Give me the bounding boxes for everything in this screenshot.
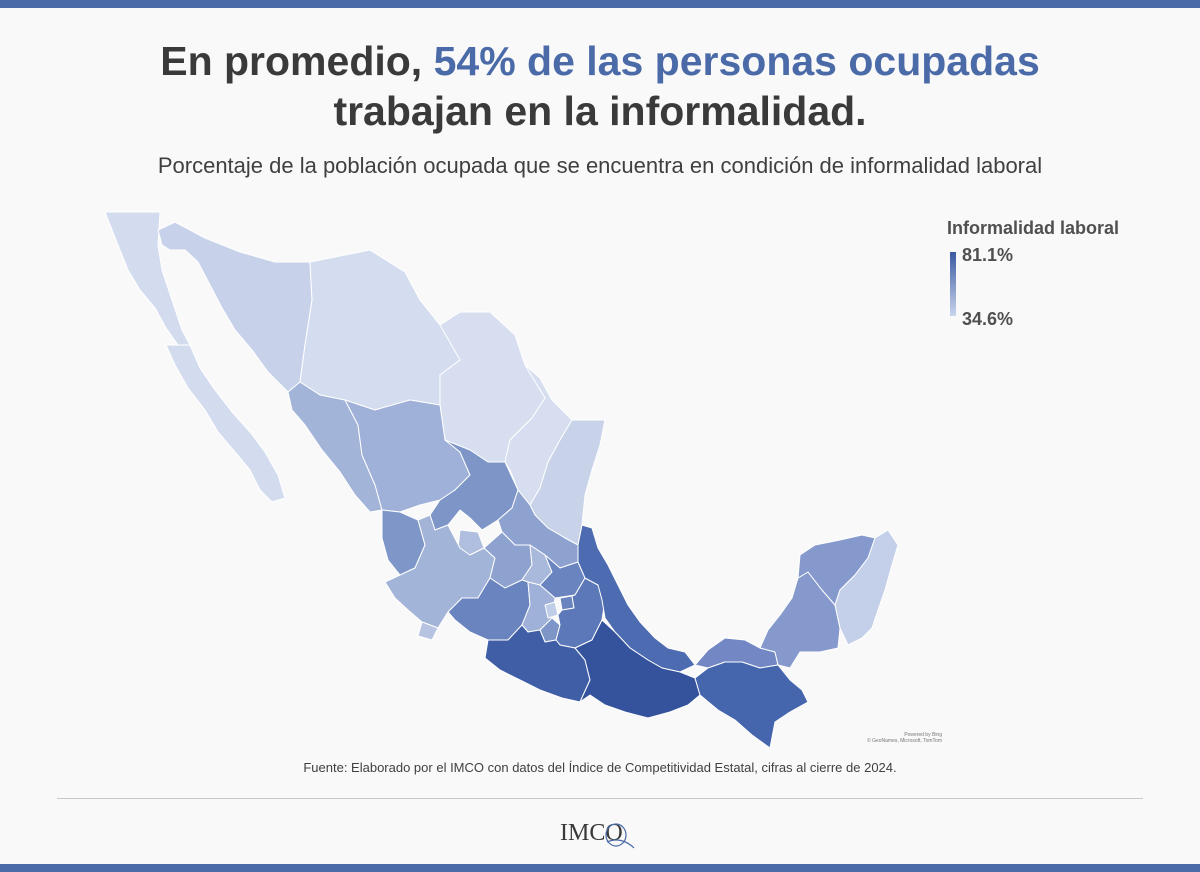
map-credit-line1: Powered by Bing: [904, 732, 942, 738]
state-chihuahua: [299, 249, 461, 411]
state-baja-california-sur: [165, 344, 286, 503]
map-credit: Powered by Bing © GeoNames, Microsoft, T…: [852, 732, 942, 744]
state-sonora: [157, 221, 313, 393]
title-part1: En promedio,: [160, 38, 434, 84]
bottom-accent-bar: [0, 864, 1200, 872]
page-title: En promedio, 54% de las personas ocupada…: [0, 36, 1200, 136]
logo-swoosh-icon: [605, 823, 635, 849]
top-accent-bar: [0, 0, 1200, 8]
legend-title: Informalidad laboral: [947, 218, 1120, 238]
imco-logo: IMCO: [560, 818, 640, 849]
map-credit-line2: © GeoNames, Microsoft, TomTom: [867, 738, 942, 744]
source-note: Fuente: Elaborado por el IMCO con datos …: [303, 760, 897, 775]
state-quintana-roo: [834, 529, 899, 646]
state-zacatecas: [429, 439, 519, 531]
legend-color-scale: [950, 252, 956, 316]
page-subtitle: Porcentaje de la población ocupada que s…: [157, 153, 1043, 178]
title-highlight: 54% de las personas ocupadas: [433, 38, 1040, 84]
state-chiapas: [694, 661, 809, 749]
legend-max-label: 81.1%: [962, 245, 1014, 265]
title-part2: trabajan en la informalidad.: [333, 88, 867, 134]
state-cdmx: [544, 601, 559, 619]
legend-min-label: 34.6%: [962, 309, 1014, 329]
state-oaxaca: [574, 619, 701, 719]
state-colima: [417, 621, 439, 641]
footer-divider: [57, 798, 1143, 799]
